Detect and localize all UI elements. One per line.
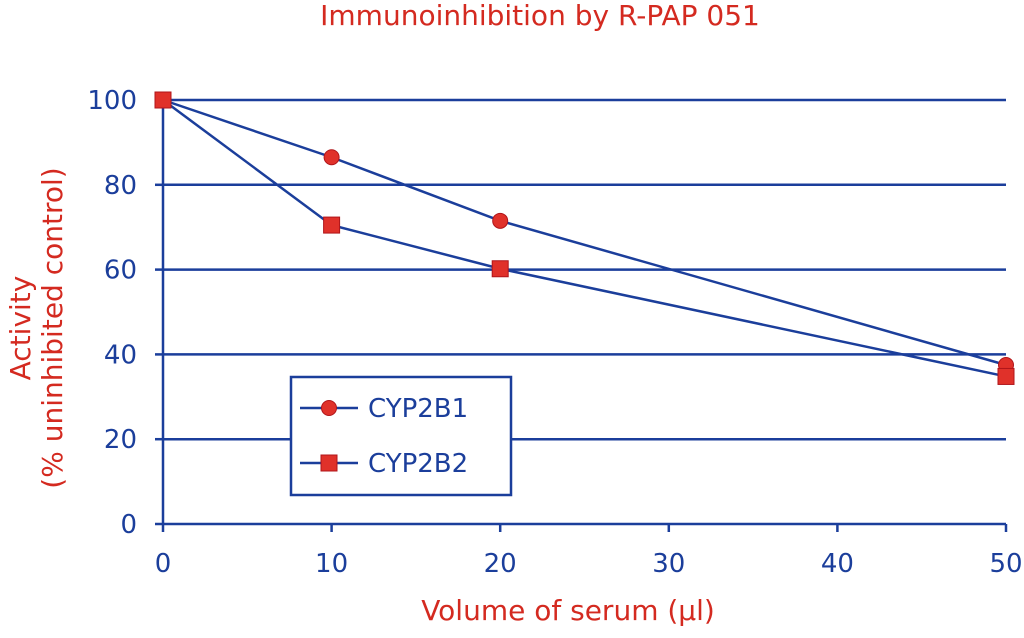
axes (155, 98, 1008, 532)
legend-marker-square (320, 454, 338, 472)
x-tick-label-0: 0 (155, 549, 172, 579)
grid-lines (163, 98, 1006, 441)
data-point-cyp2b1-20 (492, 212, 509, 229)
x-tick-label-30: 30 (652, 549, 685, 579)
legend-label-cyp2b2: CYP2B2 (368, 449, 468, 479)
series-line-cyp2b1 (162, 98, 1007, 367)
y-axis-title-line1: Activity (4, 276, 37, 381)
data-point-cyp2b2-10 (323, 216, 341, 234)
data-point-cyp2b2-20 (491, 260, 509, 278)
x-tick-label-50: 50 (989, 549, 1022, 579)
data-point-cyp2b1-10 (323, 149, 340, 166)
legend-item-cyp2b1: CYP2B1 (300, 394, 468, 424)
x-axis-title: Volume of serum (µl) (421, 594, 715, 627)
x-tick-label-40: 40 (821, 549, 854, 579)
y-axis-title-line2: (% uninhibited control) (36, 167, 69, 488)
y-axis-title: Activity (% uninhibited control) (4, 167, 69, 488)
legend-marker-circle (321, 400, 337, 416)
y-tick-label-80: 80 (104, 171, 137, 201)
x-tick-label-10: 10 (315, 549, 348, 579)
legend-label-cyp2b1: CYP2B1 (368, 394, 468, 424)
x-tick-label-20: 20 (484, 549, 517, 579)
y-tick-label-0: 0 (120, 510, 137, 540)
y-tick-label-60: 60 (104, 256, 137, 286)
legend: CYP2B1 CYP2B2 (289, 375, 513, 497)
y-tick-label-20: 20 (104, 425, 137, 455)
legend-box (289, 375, 513, 497)
series-layer (154, 91, 1015, 385)
y-tick-labels: 0 20 40 60 80 100 (87, 86, 137, 540)
x-tick-labels: 0 10 20 30 40 50 (155, 549, 1023, 579)
chart-title: Immunoinhibition by R-PAP 051 (320, 0, 760, 32)
data-point-cyp2b2-0 (154, 91, 172, 109)
series-line-cyp2b2 (162, 98, 1007, 378)
data-point-cyp2b2-50 (997, 367, 1015, 385)
y-tick-label-100: 100 (87, 86, 137, 116)
y-tick-label-40: 40 (104, 340, 137, 370)
legend-item-cyp2b2: CYP2B2 (300, 449, 468, 479)
